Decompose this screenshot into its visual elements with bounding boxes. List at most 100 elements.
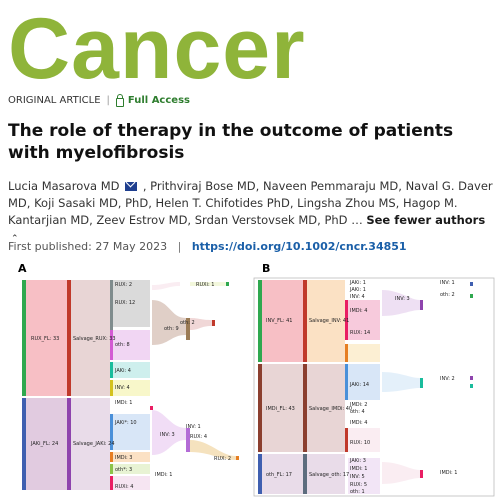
node-salvage-jaki[interactable] xyxy=(67,398,71,490)
node-jaki4[interactable] xyxy=(110,362,113,378)
label-salvage-rux: Salvage_RUX: 33 xyxy=(73,336,116,342)
node-inv3[interactable] xyxy=(420,300,423,310)
node-salvage-oth[interactable] xyxy=(303,454,307,494)
flow-oth8 xyxy=(113,330,150,360)
node-oth-2[interactable] xyxy=(470,294,473,298)
label-jaki2: JAKi: 1 xyxy=(349,287,366,293)
flow-oth-salv xyxy=(348,458,380,494)
label-jaki3: JAKi: 3 xyxy=(349,458,366,464)
node-oth9[interactable] xyxy=(186,318,190,340)
first-author-link[interactable]: Lucia Masarova MD xyxy=(8,179,120,193)
flow-salvage-oth xyxy=(306,454,345,494)
label-oth3: oth*: 3 xyxy=(115,467,132,473)
label-inv1: INV: 1 xyxy=(186,424,201,430)
label-rux4: RUX: 4 xyxy=(190,434,207,440)
access-badge: Full Access xyxy=(115,93,190,108)
label-inv3: INV: 3 xyxy=(395,296,410,302)
node-salvage-inv[interactable] xyxy=(303,280,307,362)
flow-oth-out xyxy=(382,462,420,484)
label-rux-fl: RUX_FL: 33 xyxy=(31,336,59,342)
first-published-date: 27 May 2023 xyxy=(95,240,168,253)
node-ruxi4[interactable] xyxy=(110,476,113,490)
label-rux2b: RUX: 2 xyxy=(214,456,231,462)
pub-separator: | xyxy=(177,240,182,253)
node-inv-3b[interactable] xyxy=(470,384,473,388)
panel-b-label: B xyxy=(262,262,270,275)
flow-jaki14 xyxy=(348,364,380,400)
doi-link[interactable]: https://doi.org/10.1002/cncr.34851 xyxy=(191,240,407,253)
node-inv4[interactable] xyxy=(110,380,113,396)
toggle-authors-label[interactable]: See fewer authors xyxy=(366,213,486,227)
flow-rux12 xyxy=(113,280,150,327)
node-imdi1[interactable] xyxy=(150,406,153,410)
panel-b-frame xyxy=(253,277,495,497)
node-rux12[interactable] xyxy=(110,280,113,330)
node-inv-fl[interactable] xyxy=(258,280,262,362)
node-salvage-imd[interactable] xyxy=(303,364,307,452)
label-inv4: INV: 4 xyxy=(350,294,365,300)
label-jaki4: JAKi: 4 xyxy=(114,368,131,374)
label-rux5: RUX: 5 xyxy=(350,482,367,488)
node-imd-fl[interactable] xyxy=(258,364,262,452)
node-imd3[interactable] xyxy=(110,452,113,462)
node-oth-fl[interactable] xyxy=(258,454,262,494)
node-oth8[interactable] xyxy=(110,330,113,360)
node-imd4[interactable] xyxy=(345,344,348,362)
node-oth-out[interactable] xyxy=(420,470,423,478)
flow-to-oth9 xyxy=(152,300,186,345)
label-inv-fl: INV_FL: 41 xyxy=(266,318,292,324)
journal-logo[interactable]: Cancer xyxy=(8,1,306,97)
label-salvage-imd: Salvage_IMDi: 40 xyxy=(309,406,352,412)
flow-rux2 xyxy=(190,440,236,460)
node-rux2b[interactable] xyxy=(236,456,239,460)
coauthors: , Prithviraj Bose MD, Naveen Pemmaraju M… xyxy=(8,179,493,227)
flow-jaki-fl xyxy=(26,398,68,490)
node-jaki-fl[interactable] xyxy=(22,398,26,490)
label-oth4: oth: 4 xyxy=(350,409,365,415)
panel-b-flows xyxy=(262,280,420,494)
label-ruxi4: RUXi: 4 xyxy=(115,484,133,490)
label-oth2: oth: 2 xyxy=(440,292,455,298)
label-oth8: oth: 8 xyxy=(115,342,130,348)
label-imd1b: IMDi: 1 xyxy=(440,470,457,476)
node-rux-fl[interactable] xyxy=(22,280,26,396)
label-inv3: INV: 3 xyxy=(160,432,175,438)
email-icon[interactable] xyxy=(125,182,138,191)
label-rux12: RUX: 12 xyxy=(115,300,135,306)
label-oth-fl: oth_FL: 17 xyxy=(266,472,292,478)
node-ruxi1[interactable] xyxy=(226,282,229,286)
label-jaki14: JAKi: 14 xyxy=(349,382,369,388)
node-rux4[interactable] xyxy=(186,428,190,452)
flow-jaki-out xyxy=(382,372,420,392)
chevron-up-icon[interactable]: ⌃ xyxy=(11,234,19,244)
flow-inv-fl xyxy=(262,280,304,362)
label-imd9: IMDi: 4 xyxy=(350,420,367,426)
label-salvage-inv: Salvage_INV: 41 xyxy=(309,318,349,324)
label-inv1: INV: 1 xyxy=(440,280,455,286)
node-rux10[interactable] xyxy=(345,428,348,452)
node-jaki14[interactable] xyxy=(345,364,348,400)
panel-a-label: A xyxy=(18,262,27,275)
toggle-authors-link[interactable]: … See fewer authors ⌃ xyxy=(8,213,485,244)
node-rux14[interactable] xyxy=(345,300,348,340)
node-inv-2[interactable] xyxy=(470,376,473,380)
node-salvage-rux[interactable] xyxy=(67,280,71,396)
label-imd2: IMDi: 2 xyxy=(350,402,367,408)
flow-rux-fl xyxy=(26,280,68,396)
flow-oth2 xyxy=(190,318,212,330)
node-oth2[interactable] xyxy=(212,320,215,326)
label-rux10: RUX: 10 xyxy=(350,440,370,446)
label-oth1: oth: 1 xyxy=(350,489,365,495)
node-jaki-out[interactable] xyxy=(420,378,423,388)
label-inv5: INV: 5 xyxy=(350,474,365,480)
flow-rux10 xyxy=(348,428,380,452)
flow-jaki10 xyxy=(113,414,150,450)
label-salvage-oth: Salvage_oth: 17 xyxy=(309,472,349,478)
label-imdi1: IMDi: 1 xyxy=(115,400,132,406)
node-oth3[interactable] xyxy=(110,464,113,474)
node-jaki10[interactable] xyxy=(110,414,113,450)
panel-a-flows xyxy=(26,280,236,490)
label-jaki-fl: JAKi_FL: 24 xyxy=(30,441,58,447)
node-inv-1[interactable] xyxy=(470,282,473,286)
